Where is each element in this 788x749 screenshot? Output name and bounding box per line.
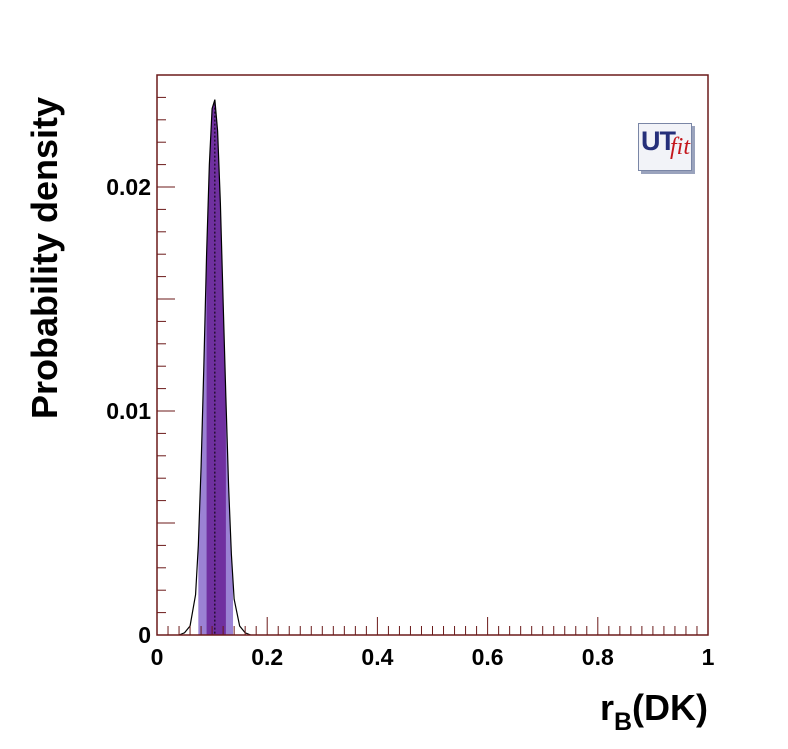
y-tick-label: 0 <box>138 622 151 648</box>
y-axis-title: Probability density <box>24 97 65 419</box>
y-tick-label: 0.01 <box>106 398 151 424</box>
utfit-logo: UT fit <box>638 123 692 171</box>
x-tick-label: 0.8 <box>582 644 614 670</box>
x-axis-title-rest: (DK) <box>632 687 708 728</box>
x-tick-label: 0.6 <box>472 644 504 670</box>
x-tick-label: 0 <box>151 644 164 670</box>
x-tick-label: 0.4 <box>361 644 393 670</box>
x-axis-title-subscript: B <box>614 708 632 736</box>
x-tick-label: 1 <box>702 644 715 670</box>
plot-frame <box>156 74 709 636</box>
interval-68-band <box>206 99 226 635</box>
x-tick-label: 0.2 <box>251 644 283 670</box>
logo-ut-text: UT <box>641 126 676 156</box>
x-axis: 0 0.2 0.4 0.6 0.8 1 <box>151 617 715 670</box>
x-axis-title: rB(DK) <box>600 687 708 736</box>
y-axis: 0 0.01 0.02 <box>106 74 175 648</box>
logo-fit-text: fit <box>670 134 691 160</box>
plot-area <box>178 99 251 636</box>
x-axis-title-main: r <box>600 687 614 728</box>
y-tick-label: 0.02 <box>106 174 151 200</box>
